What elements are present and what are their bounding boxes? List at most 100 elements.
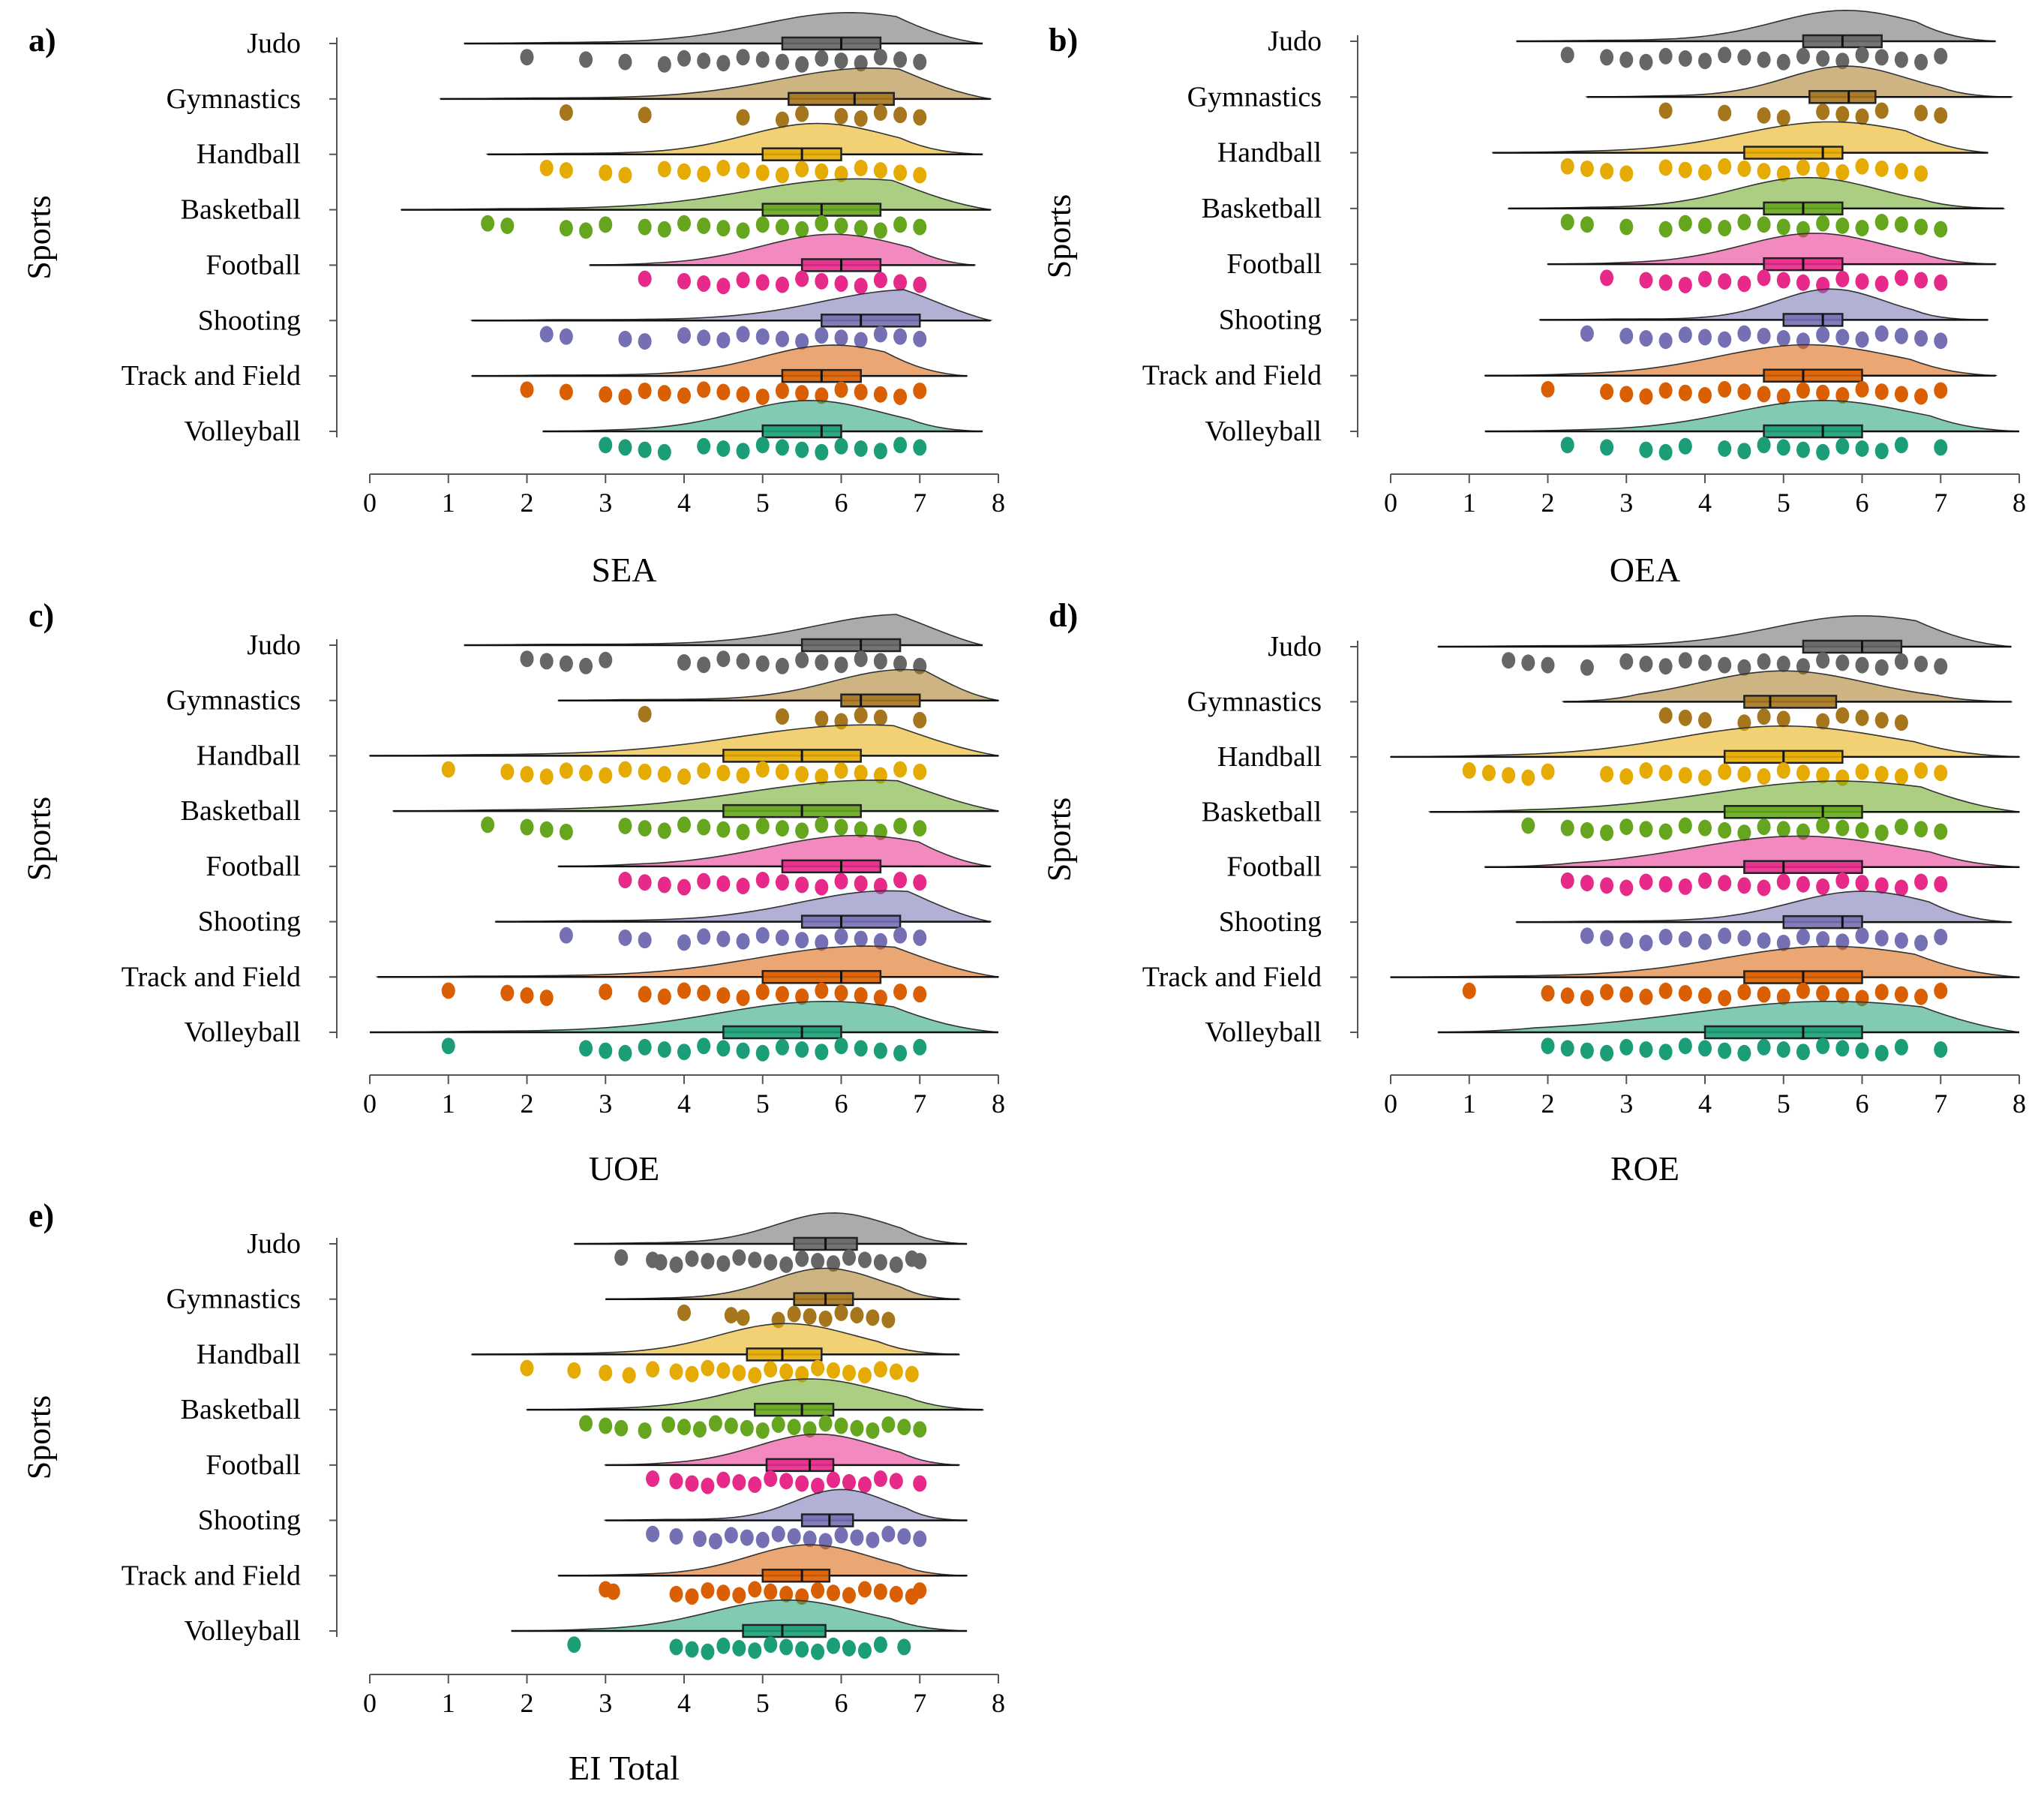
box — [800, 1513, 854, 1527]
x-tick-label: 4 — [677, 488, 691, 518]
density-cloud — [470, 344, 968, 377]
data-point — [854, 650, 868, 668]
x-tick-label: 3 — [599, 1089, 612, 1119]
data-point — [748, 1476, 762, 1494]
x-axis-title: SEA — [592, 551, 657, 589]
density-cloud — [557, 1544, 968, 1577]
data-point — [1776, 934, 1790, 951]
data-point — [1914, 821, 1928, 838]
category-label: Football — [206, 249, 301, 281]
data-point — [1934, 658, 1948, 675]
data-point — [697, 217, 711, 234]
x-tick-label: 2 — [1541, 1089, 1555, 1119]
data-point — [638, 986, 652, 1003]
data-point — [1678, 709, 1692, 726]
data-point — [873, 222, 887, 239]
data-point — [893, 107, 908, 124]
box — [1782, 915, 1863, 930]
data-point — [1757, 163, 1771, 180]
x-tick-label: 3 — [599, 1688, 612, 1718]
data-point — [539, 159, 554, 176]
data-point — [775, 167, 789, 184]
data-point — [697, 928, 711, 945]
data-point — [1796, 658, 1810, 675]
data-point — [1639, 821, 1653, 838]
x-axis-title: ROE — [1610, 1149, 1679, 1188]
data-point — [795, 333, 809, 350]
data-point — [811, 1477, 825, 1494]
data-point — [559, 823, 573, 840]
category-label: Track and Field — [122, 961, 301, 993]
data-point — [779, 1256, 794, 1273]
data-point — [697, 275, 711, 293]
x-tick-label: 3 — [599, 488, 612, 518]
data-point — [732, 1249, 746, 1266]
data-point — [1718, 273, 1732, 290]
data-point — [1658, 443, 1673, 461]
data-point — [857, 1476, 872, 1494]
density-cloud — [377, 945, 999, 978]
data-point — [913, 53, 927, 71]
data-point — [614, 1419, 629, 1437]
data-point — [1796, 441, 1810, 458]
series-shooting: Shooting — [198, 1488, 968, 1550]
data-point — [815, 710, 829, 728]
data-point — [854, 930, 868, 948]
data-point — [740, 1419, 754, 1437]
data-point — [1835, 217, 1850, 234]
data-point — [866, 1309, 880, 1326]
data-point — [736, 1309, 750, 1326]
data-point — [1639, 988, 1653, 1005]
series-gymnastics: Gymnastics — [1187, 65, 2014, 127]
data-point — [854, 1040, 868, 1057]
data-point — [677, 982, 691, 999]
data-point — [857, 1642, 872, 1659]
density-cloud — [557, 834, 992, 867]
data-point — [1934, 382, 1948, 399]
data-point — [1776, 656, 1790, 672]
data-point — [1835, 654, 1850, 671]
x-tick-label: 8 — [992, 488, 1005, 518]
data-point — [669, 1363, 683, 1380]
data-point — [599, 651, 613, 668]
data-point — [873, 1470, 887, 1488]
data-point — [1776, 439, 1790, 456]
data-point — [618, 817, 632, 834]
data-point — [1835, 872, 1850, 889]
data-point — [893, 984, 908, 1001]
data-point — [1678, 817, 1692, 834]
data-point — [779, 1473, 794, 1490]
data-point — [657, 876, 671, 893]
data-point — [1698, 872, 1712, 889]
data-point — [618, 439, 632, 456]
data-point — [1894, 768, 1908, 785]
data-point — [1914, 165, 1928, 182]
panel-b: b) Sports Judo Gymnastics Handball Basketball… — [1041, 9, 2026, 589]
data-point — [873, 162, 887, 179]
data-point — [618, 388, 632, 405]
data-point — [1737, 659, 1751, 676]
data-point — [755, 437, 770, 454]
category-label: Judo — [247, 629, 301, 661]
density-cloud — [1430, 780, 2020, 813]
data-point — [1894, 986, 1908, 1003]
data-point — [638, 1038, 652, 1056]
data-point — [716, 650, 731, 668]
data-point — [736, 326, 750, 343]
data-point — [677, 50, 691, 67]
data-point — [1757, 986, 1771, 1003]
data-point — [1698, 769, 1712, 786]
category-label: Basketball — [181, 1394, 301, 1425]
data-point — [1658, 764, 1673, 782]
data-point — [787, 1419, 801, 1436]
series-football: Football — [1226, 233, 1997, 293]
data-point — [1619, 932, 1634, 949]
data-point — [1560, 819, 1574, 836]
x-tick-label: 0 — [363, 488, 377, 518]
category-label: Gymnastics — [1187, 81, 1322, 113]
density-cloud — [1437, 615, 2012, 647]
data-point — [893, 51, 908, 68]
data-point — [1816, 931, 1830, 948]
data-point — [834, 818, 848, 836]
data-point — [1521, 654, 1535, 671]
